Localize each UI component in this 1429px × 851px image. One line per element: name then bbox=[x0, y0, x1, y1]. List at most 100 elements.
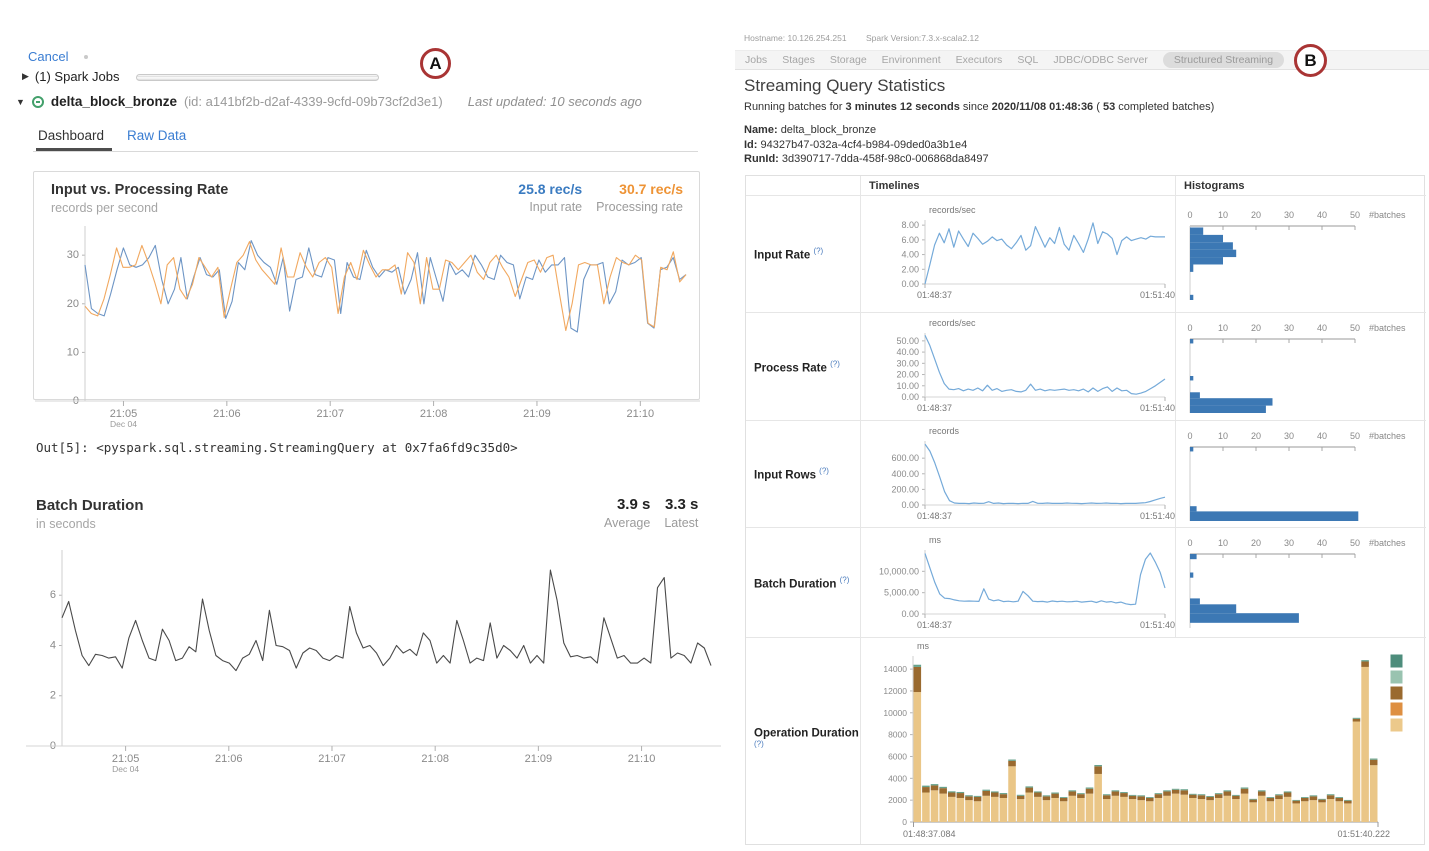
operation-duration-chart-cell: ms 0 2000 4000 6000 8000 10000 12000 14000 01:48:… bbox=[861, 638, 1426, 844]
running-suffix: completed batches) bbox=[1115, 101, 1215, 113]
nav-tab-jdbc-odbc-server[interactable]: JDBC/ODBC Server bbox=[1053, 54, 1148, 66]
nav-tab-storage[interactable]: Storage bbox=[829, 54, 867, 66]
duration-chart-header: Batch Duration in seconds bbox=[36, 497, 144, 531]
svg-text:10: 10 bbox=[67, 346, 79, 358]
svg-text:0: 0 bbox=[1187, 538, 1192, 548]
id-label: Id: bbox=[744, 139, 758, 151]
svg-text:30: 30 bbox=[67, 249, 79, 261]
help-icon[interactable]: (?) bbox=[754, 739, 764, 749]
svg-text:40: 40 bbox=[1317, 323, 1327, 333]
svg-text:21:10: 21:10 bbox=[627, 408, 655, 420]
query-id: (id: a141bf2b-d2af-4339-9cfd-09b73cf2d3e… bbox=[183, 94, 443, 109]
svg-text:21:08: 21:08 bbox=[421, 753, 449, 765]
svg-text:21:06: 21:06 bbox=[213, 408, 241, 420]
help-icon[interactable]: (?) bbox=[830, 359, 840, 369]
svg-text:40.00: 40.00 bbox=[896, 347, 919, 357]
svg-text:50.00: 50.00 bbox=[896, 336, 919, 346]
expanded-arrow-icon[interactable]: ▼ bbox=[16, 96, 25, 107]
help-icon[interactable]: (?) bbox=[839, 575, 850, 585]
tab-dashboard[interactable]: Dashboard bbox=[38, 128, 105, 143]
rate-chart-card: Input vs. Processing Rate records per se… bbox=[33, 171, 700, 429]
spark-version-text: Spark Version:7.3.x-scala2.12 bbox=[866, 33, 979, 43]
svg-text:2: 2 bbox=[50, 690, 56, 702]
svg-text:6000: 6000 bbox=[888, 751, 907, 761]
id-value: 94327b47-032a-4cf4-b984-09ded0a3b1e4 bbox=[760, 139, 968, 151]
svg-text:Dec 04: Dec 04 bbox=[112, 764, 139, 774]
nav-tab-sql[interactable]: SQL bbox=[1017, 54, 1039, 66]
svg-text:0.00: 0.00 bbox=[901, 279, 919, 289]
nav-tab-structured-streaming-active[interactable]: Structured Streaming bbox=[1162, 52, 1285, 68]
input-rows-timeline-chart: records 0.00 200.00 400.00 600.00 01:48:37 01:… bbox=[891, 426, 1175, 521]
svg-text:0: 0 bbox=[1187, 323, 1192, 333]
input-rate-histogram-chart: 0 10 20 30 40 50 #batches bbox=[1187, 210, 1406, 300]
annotation-marker-b: B bbox=[1294, 44, 1327, 77]
duration-chart-subtitle: in seconds bbox=[36, 517, 96, 531]
svg-text:01:51:40: 01:51:40 bbox=[1140, 290, 1175, 300]
row-label-cell: Process Rate (?) bbox=[746, 313, 861, 421]
latest-legend: 3.3 s Latest bbox=[664, 496, 698, 530]
svg-text:21:09: 21:09 bbox=[525, 753, 553, 765]
nav-tab-executors[interactable]: Executors bbox=[955, 54, 1003, 66]
svg-text:01:48:37.084: 01:48:37.084 bbox=[903, 829, 956, 839]
cancel-label[interactable]: Cancel bbox=[28, 49, 69, 64]
active-tab-underline bbox=[36, 148, 112, 151]
svg-text:21:10: 21:10 bbox=[628, 753, 656, 765]
svg-text:10000: 10000 bbox=[883, 708, 907, 718]
tabs-divider bbox=[33, 151, 698, 152]
spark-jobs-progress-bar bbox=[136, 74, 379, 81]
input-rows-timeline-cell: records 0.00 200.00 400.00 600.00 01:48:37 01:… bbox=[861, 421, 1176, 528]
svg-text:10: 10 bbox=[1218, 431, 1228, 441]
spark-jobs-label[interactable]: (1) Spark Jobs bbox=[34, 69, 120, 84]
name-value: delta_block_bronze bbox=[780, 124, 877, 136]
svg-text:6: 6 bbox=[50, 589, 56, 601]
svg-text:30: 30 bbox=[1284, 323, 1294, 333]
svg-text:50: 50 bbox=[1350, 210, 1360, 220]
svg-text:21:06: 21:06 bbox=[215, 753, 243, 765]
rate-chart-legend: 25.8 rec/s Input rate 30.7 rec/s Process… bbox=[518, 181, 683, 214]
last-updated-text: Last updated: 10 seconds ago bbox=[467, 94, 642, 109]
svg-text:50: 50 bbox=[1350, 538, 1360, 548]
svg-text:20: 20 bbox=[1251, 323, 1261, 333]
process-rate-histogram-chart: 0 10 20 30 40 50 #batches bbox=[1187, 323, 1406, 413]
page-title: Streaming Query Statistics bbox=[744, 76, 946, 95]
svg-text:30: 30 bbox=[1284, 538, 1294, 548]
svg-text:40: 40 bbox=[1317, 210, 1327, 220]
table-header-empty bbox=[746, 176, 861, 196]
nav-tab-environment[interactable]: Environment bbox=[881, 54, 941, 66]
row-label-input-rate: Input Rate (?) bbox=[754, 246, 824, 262]
tab-raw-data[interactable]: Raw Data bbox=[127, 128, 187, 143]
help-icon[interactable]: (?) bbox=[819, 466, 829, 476]
input-rate-timeline-chart: records/sec 0.00 2.00 4.00 6.00 8.00 01:48:37 0… bbox=[901, 205, 1175, 300]
processing-rate-legend: 30.7 rec/s Processing rate bbox=[596, 181, 683, 214]
svg-text:30: 30 bbox=[1284, 431, 1294, 441]
running-batch-count: 53 bbox=[1102, 101, 1116, 113]
collapsed-arrow-icon[interactable]: ▶ bbox=[22, 71, 29, 81]
nav-tab-stages[interactable]: Stages bbox=[782, 54, 815, 66]
svg-text:2000: 2000 bbox=[888, 795, 907, 805]
svg-text:01:48:37: 01:48:37 bbox=[917, 620, 952, 630]
process-rate-timeline-cell: records/sec 0.00 10.00 20.00 30.00 40.00 50.00… bbox=[861, 313, 1176, 421]
svg-text:20: 20 bbox=[67, 298, 79, 310]
svg-text:10.00: 10.00 bbox=[896, 381, 919, 391]
nav-tab-jobs[interactable]: Jobs bbox=[745, 54, 768, 66]
help-icon[interactable]: (?) bbox=[813, 246, 824, 256]
svg-text:6.00: 6.00 bbox=[901, 235, 919, 245]
svg-text:01:48:37: 01:48:37 bbox=[917, 511, 952, 521]
svg-text:10: 10 bbox=[1218, 323, 1228, 333]
svg-text:40: 40 bbox=[1317, 538, 1327, 548]
svg-text:20: 20 bbox=[1251, 210, 1261, 220]
svg-text:21:07: 21:07 bbox=[318, 753, 346, 765]
row-label-operation-duration: Operation Duration (?) bbox=[754, 727, 859, 749]
operation-duration-stacked-chart: ms 0 2000 4000 6000 8000 10000 12000 14000 01:48:… bbox=[883, 641, 1404, 839]
latest-label: Latest bbox=[664, 516, 699, 530]
running-paren: ( bbox=[1093, 101, 1103, 113]
svg-text:#batches: #batches bbox=[1369, 538, 1406, 548]
svg-text:0: 0 bbox=[1187, 210, 1192, 220]
name-label: Name: bbox=[744, 124, 778, 136]
svg-text:600.00: 600.00 bbox=[891, 453, 919, 463]
average-legend: 3.9 s Average bbox=[604, 496, 650, 530]
cancel-link[interactable]: Cancel bbox=[28, 48, 68, 66]
